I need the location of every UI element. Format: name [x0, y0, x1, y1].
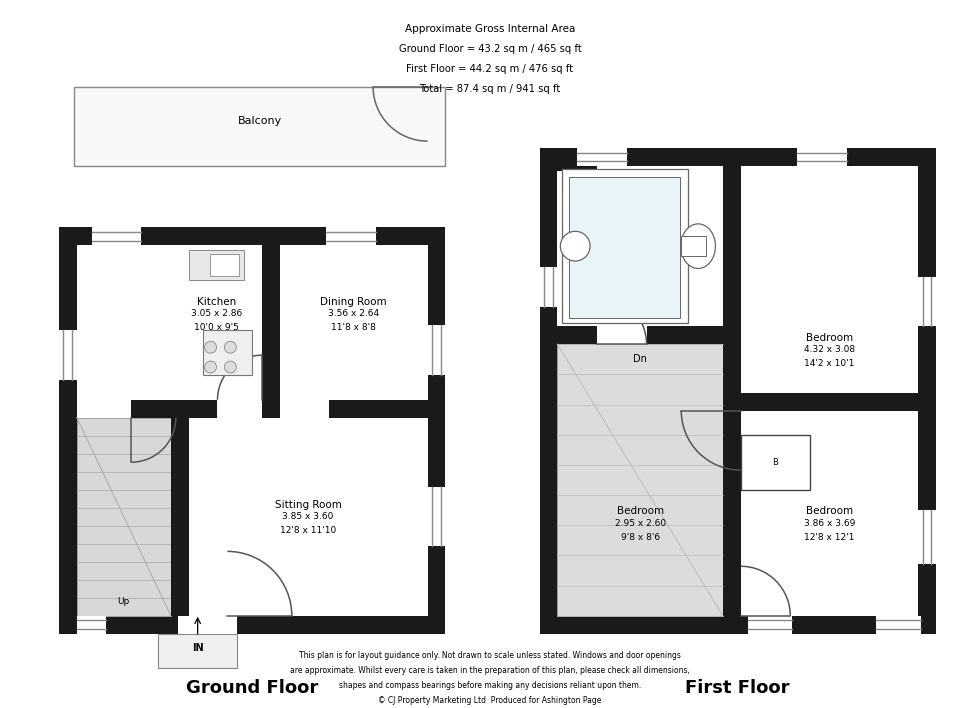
Bar — [558, 326, 723, 344]
Text: shapes and compass bearings before making any decisions reliant upon them.: shapes and compass bearings before makin… — [339, 681, 641, 690]
Bar — [577, 148, 627, 166]
Bar — [326, 227, 376, 245]
Bar — [158, 634, 237, 668]
Bar — [203, 331, 252, 375]
Bar — [76, 616, 107, 634]
Bar — [876, 616, 921, 634]
Text: Balcony: Balcony — [237, 116, 281, 126]
Bar — [189, 250, 244, 280]
Bar — [918, 510, 936, 564]
Text: Bedroom: Bedroom — [806, 506, 853, 516]
Text: © CJ Property Marketing Ltd  Produced for Ashington Page: © CJ Property Marketing Ltd Produced for… — [378, 696, 602, 705]
Text: Bedroom: Bedroom — [616, 506, 663, 516]
Text: 3.85 x 3.60: 3.85 x 3.60 — [282, 512, 334, 521]
Text: are approximate. Whilst every care is taken in the preparation of this plan, ple: are approximate. Whilst every care is ta… — [290, 666, 690, 675]
Text: First Floor: First Floor — [685, 679, 790, 697]
Text: Dining Room: Dining Room — [320, 297, 387, 307]
Bar — [59, 227, 445, 245]
Bar — [540, 267, 558, 307]
Text: IN: IN — [192, 644, 204, 653]
Bar — [427, 227, 445, 634]
Bar — [427, 487, 445, 547]
Bar — [723, 411, 741, 616]
Bar — [723, 166, 741, 411]
Bar — [563, 169, 688, 324]
Text: 2.95 x 2.60: 2.95 x 2.60 — [614, 519, 665, 527]
Bar — [59, 616, 445, 634]
Bar — [741, 393, 918, 411]
Text: First Floor = 44.2 sq m / 476 sq ft: First Floor = 44.2 sq m / 476 sq ft — [407, 64, 573, 74]
Bar — [91, 227, 141, 245]
Bar — [74, 86, 445, 166]
Bar — [177, 616, 237, 634]
Text: Dn: Dn — [633, 354, 647, 364]
Bar — [540, 616, 936, 634]
Text: 4.32 x 3.08: 4.32 x 3.08 — [804, 346, 855, 354]
Bar — [558, 166, 918, 616]
Bar — [540, 148, 936, 166]
Bar — [76, 418, 171, 616]
Bar — [918, 148, 936, 634]
Bar — [76, 400, 131, 418]
Bar — [918, 277, 936, 326]
Text: Sitting Room: Sitting Room — [274, 500, 342, 510]
Text: Ground Floor = 43.2 sq m / 465 sq ft: Ground Floor = 43.2 sq m / 465 sq ft — [399, 44, 581, 54]
Bar — [427, 326, 445, 375]
Bar — [59, 227, 76, 634]
Bar — [76, 245, 427, 616]
Bar — [797, 148, 847, 166]
Text: 3.05 x 2.86: 3.05 x 2.86 — [191, 309, 242, 318]
Circle shape — [205, 361, 217, 373]
Text: 14'2 x 10'1: 14'2 x 10'1 — [805, 359, 855, 368]
Text: 12'8 x 12'1: 12'8 x 12'1 — [805, 532, 855, 542]
Circle shape — [224, 341, 236, 353]
Text: 11'8 x 8'8: 11'8 x 8'8 — [331, 323, 376, 332]
Bar — [741, 435, 810, 490]
Bar — [569, 177, 680, 317]
Bar — [262, 245, 280, 418]
Text: Up: Up — [118, 597, 130, 606]
Bar — [681, 236, 706, 256]
Text: Ground Floor: Ground Floor — [186, 679, 318, 697]
Text: Approximate Gross Internal Area: Approximate Gross Internal Area — [405, 24, 575, 34]
Bar — [218, 400, 262, 418]
Bar — [597, 326, 647, 344]
Text: 9'8 x 8'6: 9'8 x 8'6 — [620, 532, 660, 542]
Text: 12'8 x 11'10: 12'8 x 11'10 — [280, 526, 336, 535]
Bar — [280, 400, 329, 418]
Text: Total = 87.4 sq m / 941 sq ft: Total = 87.4 sq m / 941 sq ft — [419, 84, 561, 93]
Text: 10'0 x 9'5: 10'0 x 9'5 — [194, 323, 239, 332]
Bar — [558, 344, 723, 616]
Circle shape — [205, 341, 217, 353]
Text: 3.86 x 3.69: 3.86 x 3.69 — [804, 519, 856, 527]
Text: 3.56 x 2.64: 3.56 x 2.64 — [328, 309, 379, 318]
Bar — [171, 418, 189, 616]
Text: Bedroom: Bedroom — [806, 333, 853, 343]
Bar — [558, 148, 597, 171]
Text: B: B — [772, 458, 778, 467]
Text: Kitchen: Kitchen — [197, 297, 236, 307]
Ellipse shape — [681, 224, 715, 268]
Bar — [540, 148, 558, 634]
Ellipse shape — [561, 232, 590, 261]
Bar — [59, 331, 76, 380]
Text: This plan is for layout guidance only. Not drawn to scale unless stated. Windows: This plan is for layout guidance only. N… — [299, 651, 681, 661]
Bar — [210, 254, 239, 276]
Bar — [76, 400, 427, 418]
Circle shape — [224, 361, 236, 373]
Bar — [748, 616, 792, 634]
